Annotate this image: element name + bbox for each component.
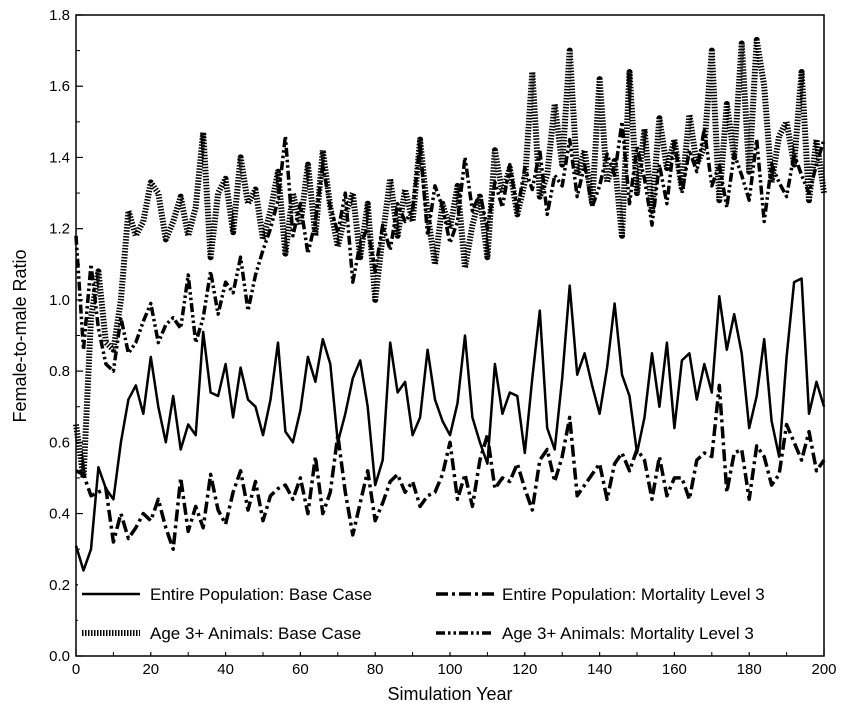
y-tick-label: 1.4 [49, 149, 70, 166]
y-tick-label: 1.0 [49, 292, 70, 309]
x-tick-label: 40 [217, 661, 234, 678]
y-axis-title: Female-to-male Ratio [10, 249, 30, 422]
x-tick-label: 140 [587, 661, 612, 678]
x-tick-label: 180 [737, 661, 762, 678]
x-tick-label: 60 [292, 661, 309, 678]
legend-label-age3-mortality: Age 3+ Animals: Mortality Level 3 [502, 624, 754, 643]
x-tick-label: 80 [367, 661, 384, 678]
x-tick-label: 200 [811, 661, 836, 678]
legend-label-entire-base: Entire Population: Base Case [150, 585, 372, 604]
y-tick-label: 1.8 [49, 7, 70, 24]
x-tick-label: 0 [72, 661, 80, 678]
x-tick-label: 160 [662, 661, 687, 678]
plot-area [73, 36, 827, 572]
x-tick-label: 100 [437, 661, 462, 678]
legend-background [78, 580, 822, 652]
y-tick-label: 0.0 [49, 648, 70, 665]
y-tick-label: 0.4 [49, 506, 70, 523]
series-line-1 [75, 383, 826, 551]
series-line-2 [73, 36, 827, 481]
y-axis-ticks: 0.0 0.2 0.4 0.6 0.8 1.0 1.2 1.4 1.6 1.8 [49, 7, 83, 665]
legend: Entire Population: Base Case Entire Popu… [78, 580, 822, 652]
x-axis-ticks: 0 20 40 60 80 100 120 140 160 180 200 [72, 649, 837, 678]
x-tick-label: 120 [512, 661, 537, 678]
y-tick-label: 0.2 [49, 577, 70, 594]
y-tick-label: 0.6 [49, 434, 70, 451]
y-tick-label: 1.2 [49, 221, 70, 238]
axes [75, 14, 825, 657]
plot-frame [75, 14, 825, 657]
series-line-0 [74, 277, 826, 572]
legend-label-age3-base: Age 3+ Animals: Base Case [150, 624, 361, 643]
series-line-3 [74, 120, 826, 373]
x-tick-label: 20 [142, 661, 159, 678]
y-tick-label: 1.6 [49, 78, 70, 95]
x-axis-title: Simulation Year [387, 684, 512, 704]
legend-label-entire-mortality: Entire Population: Mortality Level 3 [502, 585, 765, 604]
y-tick-label: 0.8 [49, 363, 70, 380]
